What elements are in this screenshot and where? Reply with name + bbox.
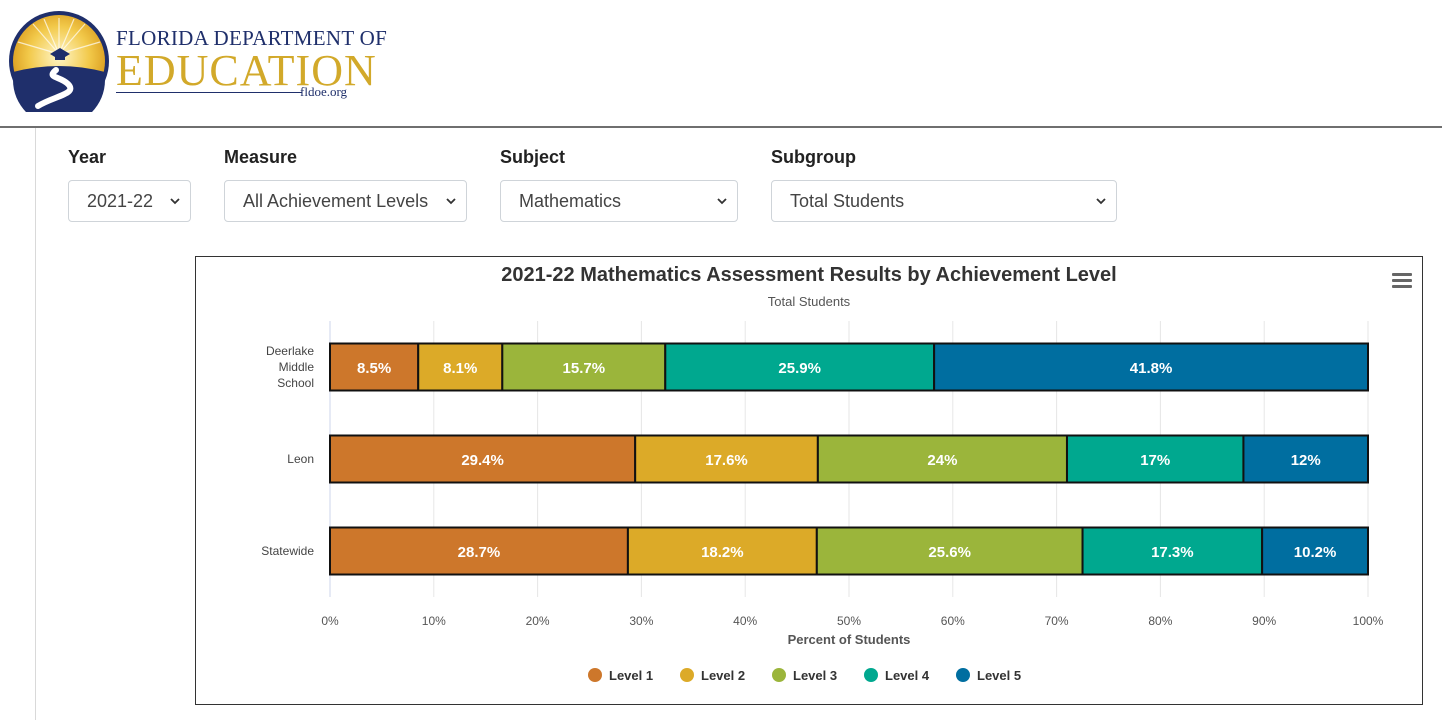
chevron-down-icon — [1096, 198, 1106, 205]
legend-label: Level 2 — [701, 668, 745, 683]
bar-segment — [815, 526, 1084, 576]
data-label: 17.3% — [1151, 544, 1194, 561]
logo-title-line1: FLORIDA DEPARTMENT OF — [116, 26, 388, 50]
legend-label: Level 3 — [793, 668, 837, 683]
logo-title-line2: EDUCATION — [116, 46, 377, 95]
bar-segment — [329, 342, 420, 392]
header-divider — [0, 126, 1442, 128]
bar-segment — [1242, 434, 1369, 484]
legend-marker — [956, 668, 970, 682]
logo-site-url: fldoe.org — [300, 84, 348, 99]
legend-label: Level 1 — [609, 668, 653, 683]
data-label: 12% — [1291, 452, 1321, 469]
chart-title: 2021-22 Mathematics Assessment Results b… — [501, 264, 1117, 286]
hamburger-menu-icon[interactable] — [1392, 273, 1412, 289]
fldoe-seal-icon — [9, 11, 109, 112]
subgroup-select[interactable]: Total Students — [771, 180, 1117, 222]
bar-segment — [329, 526, 629, 576]
chevron-down-icon — [170, 198, 180, 205]
legend-label: Level 4 — [885, 668, 930, 683]
data-label: 17% — [1140, 452, 1170, 469]
data-label: 18.2% — [701, 544, 744, 561]
bar-segment — [417, 342, 504, 392]
legend-marker — [772, 668, 786, 682]
x-tick-label: 50% — [837, 614, 861, 628]
subject-select[interactable]: Mathematics — [500, 180, 738, 222]
fldoe-logo[interactable]: FLORIDA DEPARTMENT OF EDUCATION fldoe.or… — [8, 10, 387, 112]
chart-subtitle: Total Students — [767, 294, 851, 309]
data-label: 8.5% — [357, 360, 391, 377]
x-tick-label: 70% — [1045, 614, 1069, 628]
stacked-bar-chart: 0% 10% 20% 30% 40% 50% 60% 70% 80% 90% 100% Percent… — [261, 321, 1384, 683]
data-label: 10.2% — [1294, 544, 1337, 561]
chart-container: 2021-22 Mathematics Assessment Results b… — [195, 256, 1423, 705]
legend-marker — [864, 668, 878, 682]
bar-segment — [329, 434, 637, 484]
x-tick-label: 100% — [1353, 614, 1384, 628]
data-label: 28.7% — [458, 544, 501, 561]
y-category-label: Middle — [279, 360, 315, 374]
legend-marker — [588, 668, 602, 682]
subject-label: Subject — [500, 147, 566, 167]
y-category-label: Deerlake — [266, 344, 314, 358]
x-tick-label: 20% — [526, 614, 550, 628]
data-label: 15.7% — [563, 360, 606, 377]
y-category-label: Statewide — [261, 544, 314, 558]
x-tick-label: 10% — [422, 614, 446, 628]
data-label: 24% — [927, 452, 957, 469]
bar-segment — [664, 342, 936, 392]
data-label: 25.6% — [928, 544, 971, 561]
bar-segment — [1081, 526, 1264, 576]
x-axis-title: Percent of Students — [788, 632, 911, 647]
subject-select-value: Mathematics — [519, 191, 622, 211]
x-tick-label: 90% — [1252, 614, 1276, 628]
legend-label: Level 5 — [977, 668, 1021, 683]
bar-segment — [634, 434, 819, 484]
bar-segment — [1065, 434, 1245, 484]
chevron-down-icon — [717, 198, 727, 205]
chevron-down-icon — [446, 198, 456, 205]
measure-select-value: All Achievement Levels — [243, 191, 429, 211]
x-tick-label: 40% — [733, 614, 757, 628]
logo-divider — [116, 92, 302, 93]
y-category-label: School — [277, 376, 314, 390]
site-header: FLORIDA DEPARTMENT OF EDUCATION fldoe.or… — [0, 0, 1442, 126]
y-category-label: Leon — [287, 452, 314, 466]
measure-label: Measure — [224, 147, 298, 167]
data-label: 8.1% — [443, 360, 477, 377]
legend-marker — [680, 668, 694, 682]
data-label: 17.6% — [705, 452, 748, 469]
bar-segment — [933, 342, 1370, 392]
bar-segment — [626, 526, 818, 576]
year-label: Year — [68, 147, 107, 167]
subgroup-select-value: Total Students — [790, 191, 905, 211]
data-label: 41.8% — [1130, 360, 1173, 377]
data-label: 25.9% — [778, 360, 821, 377]
year-select-value: 2021-22 — [87, 191, 154, 211]
data-label: 29.4% — [461, 452, 504, 469]
bar-segment — [1261, 526, 1370, 576]
x-tick-label: 60% — [941, 614, 965, 628]
x-tick-label: 80% — [1148, 614, 1172, 628]
x-tick-label: 30% — [629, 614, 653, 628]
content-left-border — [35, 128, 36, 720]
bar-segment — [816, 434, 1068, 484]
subgroup-label: Subgroup — [771, 147, 856, 167]
year-select[interactable]: 2021-22 — [68, 180, 191, 222]
x-tick-label: 0% — [321, 614, 339, 628]
measure-select[interactable]: All Achievement Levels — [224, 180, 467, 222]
